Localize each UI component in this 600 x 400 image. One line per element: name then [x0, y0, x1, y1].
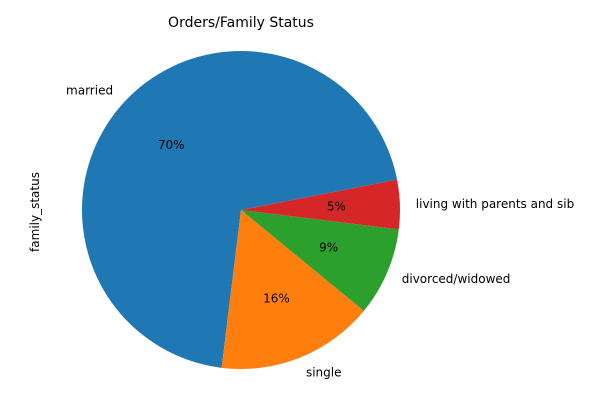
pie-category-label: living with parents and sib — [416, 197, 574, 211]
pie-pct-label: 16% — [263, 292, 290, 306]
pie-category-label: married — [66, 84, 113, 98]
pie-pct-label: 70% — [158, 138, 185, 152]
pie-slice-divorced-widowed — [241, 210, 399, 311]
pie-category-label: divorced/widowed — [402, 272, 511, 286]
y-axis-label: family_status — [28, 172, 42, 252]
pie-slice-married — [81, 50, 398, 368]
pie-slice-single — [221, 210, 364, 369]
pie-category-label: single — [306, 365, 342, 379]
pie-slices — [81, 50, 400, 369]
pie-slice-living-with-parents-and-sib — [241, 179, 400, 230]
pie-labels: 70% married 16% single 9% divorced/widowed 5% l… — [66, 84, 574, 380]
pie-pct-label: 9% — [319, 241, 338, 255]
pie-pct-label: 5% — [327, 200, 346, 214]
chart-title: Orders/Family Status — [168, 15, 314, 31]
